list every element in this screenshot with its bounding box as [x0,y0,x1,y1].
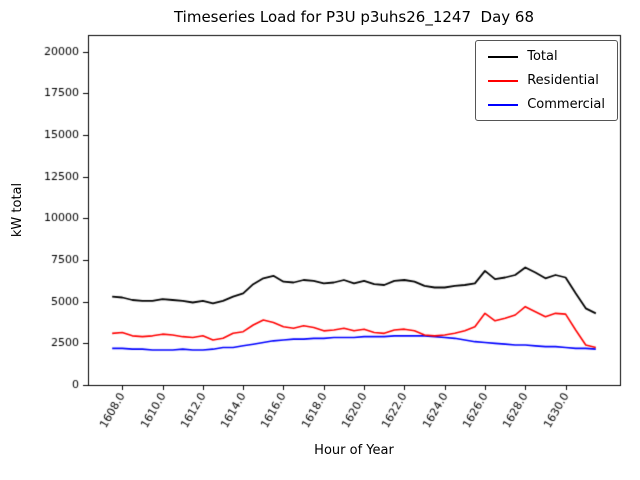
legend-label: Total [527,49,558,64]
legend-line-sample [488,103,519,106]
legend: Total Residential Commercial [475,40,618,121]
legend-row: Total [488,49,605,64]
legend-row: Commercial [488,97,605,112]
y-axis-label: kW total [10,182,25,238]
chart-title: Timeseries Load for P3U p3uhs26_1247 Day… [173,8,535,26]
legend-label: Commercial [527,97,605,112]
x-axis-label: Hour of Year [314,443,394,458]
legend-line-sample [488,79,519,82]
legend-row: Residential [488,73,605,88]
legend-line-sample [488,55,519,58]
legend-label: Residential [527,73,599,88]
